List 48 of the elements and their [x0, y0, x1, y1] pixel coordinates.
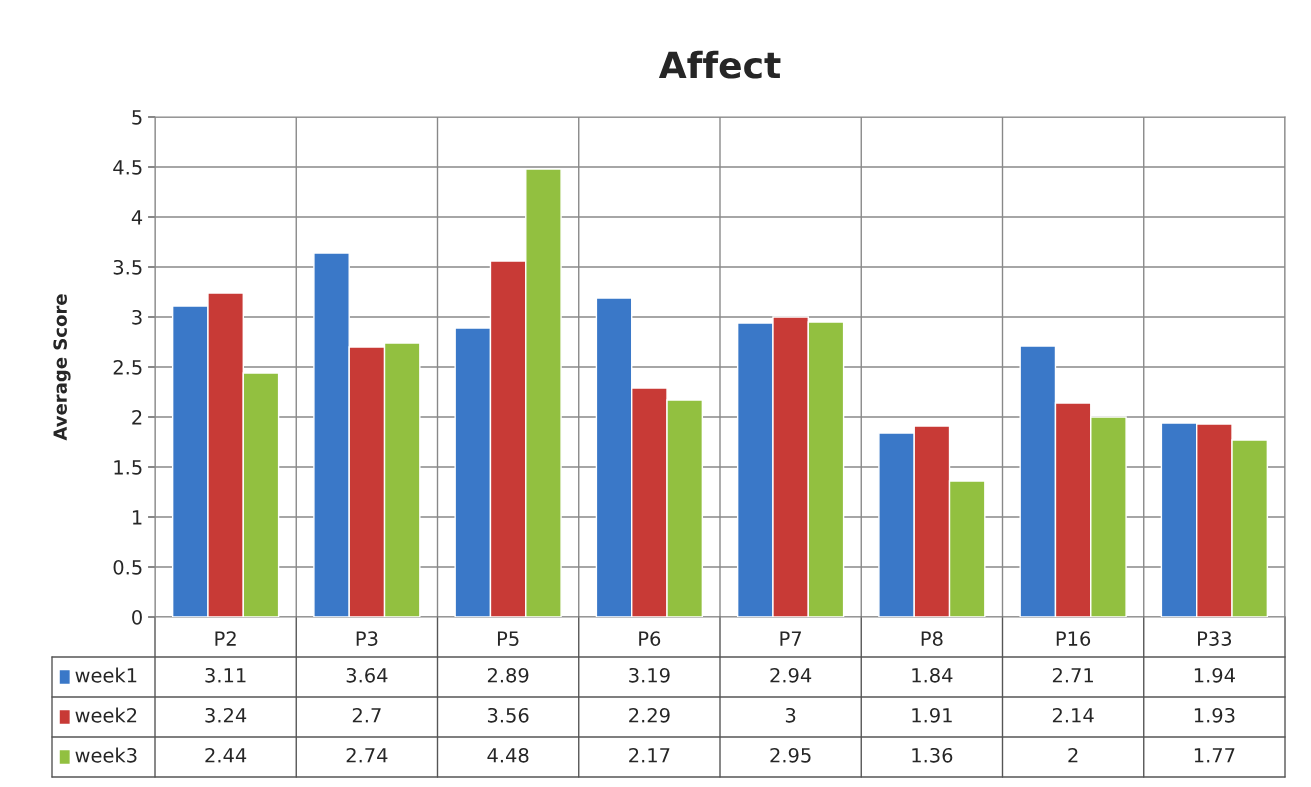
y-tick-label: 2.5: [113, 359, 142, 375]
data-label: 3: [785, 707, 796, 723]
data-label: 1.84: [912, 667, 953, 683]
data-label: 3.19: [629, 667, 670, 683]
data-label: 3.11: [205, 667, 246, 683]
data-label: 2.71: [1052, 667, 1093, 683]
data-label: 2.14: [1052, 707, 1094, 723]
data-label: 1.94: [1194, 667, 1235, 683]
data-label: 2.95: [770, 747, 811, 763]
data-label: 1.93: [1194, 707, 1235, 723]
data-label: 4.48: [487, 747, 529, 763]
y-tick-label: 4: [131, 210, 143, 225]
y-tick-label: 0.5: [113, 559, 142, 575]
x-tick-label: P8: [921, 631, 943, 646]
x-tick-label: P7: [780, 631, 802, 646]
y-axis-title: Average Score: [53, 294, 71, 441]
y-tick-label: 5: [132, 110, 142, 125]
legend-label: week2: [75, 707, 137, 723]
x-tick-label: P33: [1198, 631, 1232, 646]
y-tick-label: 1: [132, 510, 142, 525]
x-tick-label: P6: [639, 631, 661, 646]
x-tick-label: P3: [356, 631, 378, 646]
legend-label: week3: [75, 747, 137, 763]
data-label: 3.24: [205, 707, 247, 723]
data-label: 3.56: [487, 707, 529, 723]
x-tick-label: P5: [497, 631, 519, 646]
chart-title: Affect: [658, 50, 781, 79]
data-label: 2.44: [205, 747, 247, 763]
data-label: 3.64: [346, 667, 388, 683]
y-tick-label: 4.5: [113, 160, 142, 175]
y-tick-label: 2: [132, 409, 142, 425]
data-label: 1.91: [912, 707, 952, 723]
legend-label: week1: [75, 667, 137, 683]
y-tick-label: 3: [132, 309, 142, 325]
data-label: 2: [1068, 747, 1078, 763]
data-label: 2.29: [629, 707, 670, 723]
x-tick-label: P2: [215, 631, 236, 646]
data-label: 2.89: [487, 667, 529, 683]
data-label: 1.77: [1194, 748, 1235, 763]
y-tick-label: 1.5: [114, 460, 142, 475]
data-label: 2.7: [352, 707, 381, 723]
data-label: 2.74: [346, 747, 388, 763]
y-tick-label: 3.5: [113, 259, 142, 275]
data-label: 2.94: [770, 667, 812, 683]
x-tick-label: P16: [1056, 631, 1091, 646]
y-tick-label: 0: [132, 609, 142, 625]
data-label: 2.17: [629, 747, 670, 763]
data-label: 1.36: [912, 747, 953, 763]
